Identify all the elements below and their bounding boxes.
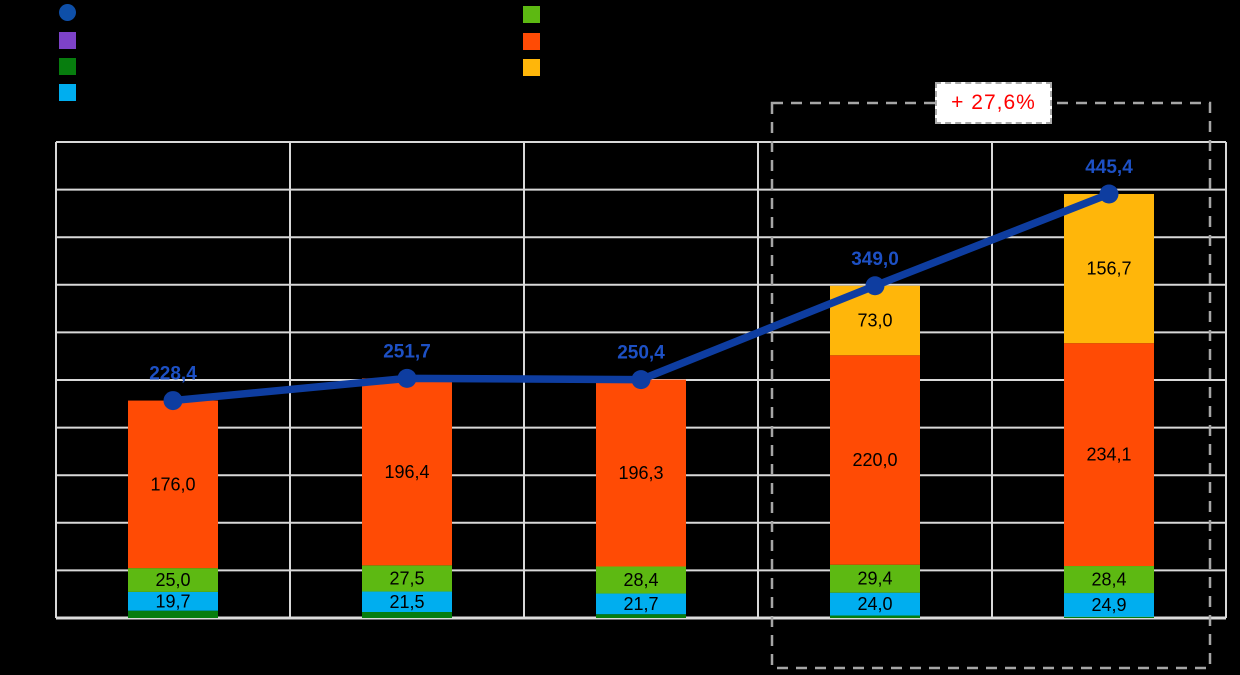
legend-chip-yellow-series (523, 59, 540, 76)
legend-chip-orange-series (523, 33, 540, 50)
bar-segment-label: 220,0 (852, 450, 897, 470)
line-marker-cat3 (631, 370, 651, 390)
bar-segment-yellow-cat5 (1064, 193, 1154, 344)
legend-chip-dark-green-series (59, 58, 76, 75)
bar-segment-label: 156,7 (1086, 259, 1131, 279)
bar-segment-light-green-cat5 (1064, 566, 1154, 594)
bar-segment-orange-cat4 (830, 355, 920, 565)
legend-chip-cyan-series (59, 84, 76, 101)
bar-segment-label: 21,5 (389, 592, 424, 612)
bar-segment-label: 73,0 (857, 311, 892, 331)
bar-segment-label: 27,5 (389, 568, 424, 588)
bar-segment-label: 25,0 (155, 570, 190, 590)
line-value-label: 250,4 (617, 343, 665, 364)
bar-segment-label: 196,3 (618, 463, 663, 483)
line-value-label: 349,0 (851, 249, 899, 270)
bar-segment-light-green-cat2 (362, 565, 452, 592)
growth-annotation-text: + 27,6% (951, 91, 1036, 114)
line-marker-cat5 (1099, 184, 1119, 204)
bar-segment-dark-green-base-cat1 (128, 610, 218, 618)
line-marker-cat1 (163, 391, 183, 411)
bar-segment-label: 28,4 (1091, 570, 1126, 590)
bar-segment-label: 29,4 (857, 569, 892, 589)
bar-segment-orange-cat5 (1064, 343, 1154, 567)
growth-annotation-box: + 27,6% (935, 82, 1052, 124)
bar-segment-label: 19,7 (155, 591, 190, 611)
bar-segment-label: 24,9 (1091, 595, 1126, 615)
line-value-label: 228,4 (149, 364, 197, 385)
bar-segment-light-green-cat3 (596, 566, 686, 594)
legend-chip-purple-series (59, 32, 76, 49)
bar-segment-cyan-cat3 (596, 593, 686, 615)
line-value-label: 445,4 (1085, 157, 1133, 178)
bar-segment-cyan-cat2 (362, 591, 452, 613)
legend-chip-light-green-series (523, 6, 540, 23)
bar-segment-orange-cat3 (596, 379, 686, 567)
bar-segment-cyan-cat1 (128, 591, 218, 611)
bar-segment-dark-green-base-cat4 (830, 615, 920, 618)
line-marker-cat2 (397, 368, 417, 388)
line-marker-cat4 (865, 276, 885, 296)
bar-segment-label: 176,0 (150, 474, 195, 494)
bar-segment-cyan-cat5 (1064, 593, 1154, 617)
bar-segment-dark-green-base-cat2 (362, 612, 452, 618)
line-value-label: 251,7 (383, 341, 431, 362)
bar-segment-light-green-cat4 (830, 564, 920, 593)
bar-segment-dark-green-base-cat5 (1064, 616, 1154, 618)
bar-segment-label: 234,1 (1086, 445, 1131, 465)
bar-segment-label: 196,4 (384, 462, 429, 482)
bar-segment-orange-cat2 (362, 378, 452, 566)
legend-chip-line-total-series (59, 4, 76, 21)
bar-segment-cyan-cat4 (830, 592, 920, 616)
bar-segment-label: 24,0 (857, 594, 892, 614)
bar-segment-dark-green-base-cat3 (596, 614, 686, 618)
bar-segment-label: 28,4 (623, 570, 658, 590)
bar-segment-orange-cat1 (128, 400, 218, 569)
bar-segment-label: 21,7 (623, 594, 658, 614)
bar-segment-light-green-cat1 (128, 568, 218, 592)
total-line (172, 190, 1111, 405)
